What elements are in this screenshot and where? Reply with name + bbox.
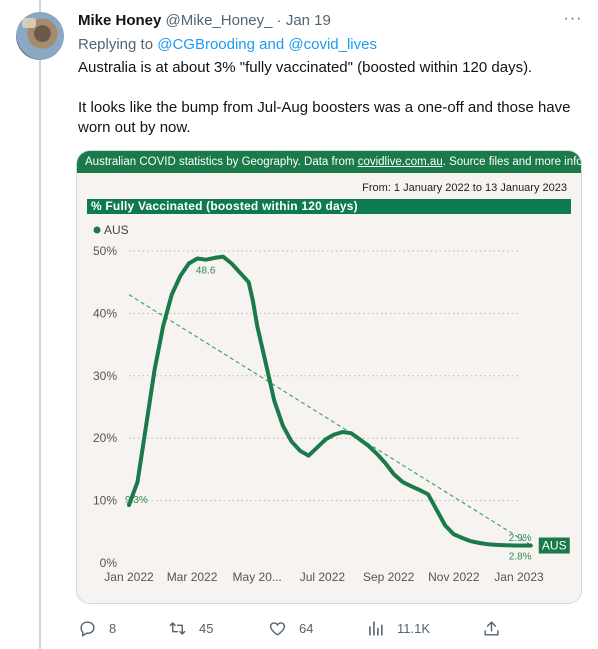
y-tick-label: 0% (100, 556, 118, 570)
reply-user-link[interactable]: @CGBrooding (157, 36, 255, 53)
reply-and-text[interactable]: and (259, 36, 285, 53)
tweet-header: Mike Honey @Mike_Honey_ · Jan 19 (78, 12, 578, 32)
x-tick-label: May 20... (233, 570, 282, 584)
chart-title: % Fully Vaccinated (boosted within 120 d… (87, 199, 571, 214)
reply-count: 8 (109, 620, 117, 636)
line-chart: 0% 10% 20% 30% 40% 50% Jan 2022 Mar 2022 May 20.… (93, 223, 570, 584)
tweet-text-line: It looks like the bump from Jul-Aug boos… (78, 99, 571, 136)
tweet-date[interactable]: Jan 19 (285, 12, 331, 29)
heart-icon (269, 621, 286, 636)
date-range: From: 1 January 2022 to 13 January 2023 (362, 182, 567, 194)
like-count: 64 (299, 620, 314, 636)
reply-icon (80, 620, 95, 637)
series-line-aus (127, 254, 533, 548)
retweet-count: 45 (199, 620, 214, 636)
y-tick-label: 50% (93, 244, 117, 258)
x-tick-label: Mar 2022 (167, 570, 218, 584)
author-handle[interactable]: @Mike_Honey_ (165, 12, 273, 29)
replying-to: Replying to @CGBrooding and @covid_lives (78, 36, 377, 53)
legend-marker (93, 226, 101, 234)
chart-image[interactable]: Australian COVID statistics by Geography… (76, 150, 582, 604)
share-icon (484, 620, 499, 636)
x-tick-label: Jan 2022 (104, 570, 154, 584)
y-tick-label: 40% (93, 306, 117, 320)
x-tick-label: Jan 2023 (494, 570, 544, 584)
replying-prefix: Replying to (78, 36, 154, 53)
action-bar: 8 45 64 11.1K (78, 616, 578, 640)
separator-dot: · (276, 12, 282, 29)
trend-line (128, 294, 532, 546)
banner-link: covidlive.com.au (357, 156, 443, 168)
views-count: 11.1K (397, 620, 431, 636)
reply-user-link[interactable]: @covid_lives (288, 36, 377, 53)
end-tag-box (538, 537, 570, 554)
y-tick-label: 20% (93, 431, 117, 445)
data-label-start: 9.3% (125, 495, 148, 506)
banner-suffix: . Source files and more info on gi (442, 156, 582, 168)
legend-label: AUS (104, 223, 129, 237)
more-dots-icon[interactable]: ··· (563, 10, 583, 27)
views-button[interactable]: 11.1K (366, 616, 430, 640)
trend-end-label: 2.9% (509, 533, 532, 544)
x-tick-label: Nov 2022 (428, 570, 480, 584)
y-tick-label: 30% (93, 369, 117, 383)
data-label-end: 2.8% (509, 552, 532, 563)
x-tick-label: Jul 2022 (300, 570, 346, 584)
views-icon (369, 620, 383, 636)
reply-button[interactable]: 8 (78, 616, 116, 640)
like-button[interactable]: 64 (268, 616, 313, 640)
y-tick-label: 10% (93, 494, 117, 508)
chart-banner: Australian COVID statistics by Geography… (77, 151, 582, 173)
tweet-text: Australia is at about 3% "fully vaccinat… (78, 58, 578, 138)
avatar[interactable] (16, 12, 64, 60)
tweet-text-line: Australia is at about 3% "fully vaccinat… (78, 59, 533, 76)
banner-prefix: Australian COVID statistics by Geography… (85, 156, 355, 168)
thread-line (39, 0, 41, 649)
retweet-button[interactable]: 45 (168, 616, 213, 640)
end-tag-label: AUS (542, 539, 567, 553)
share-button[interactable] (482, 616, 513, 640)
retweet-icon (169, 621, 186, 635)
author-name[interactable]: Mike Honey (78, 12, 162, 29)
x-tick-label: Sep 2022 (363, 570, 415, 584)
data-label-peak: 48.6 (196, 266, 216, 277)
